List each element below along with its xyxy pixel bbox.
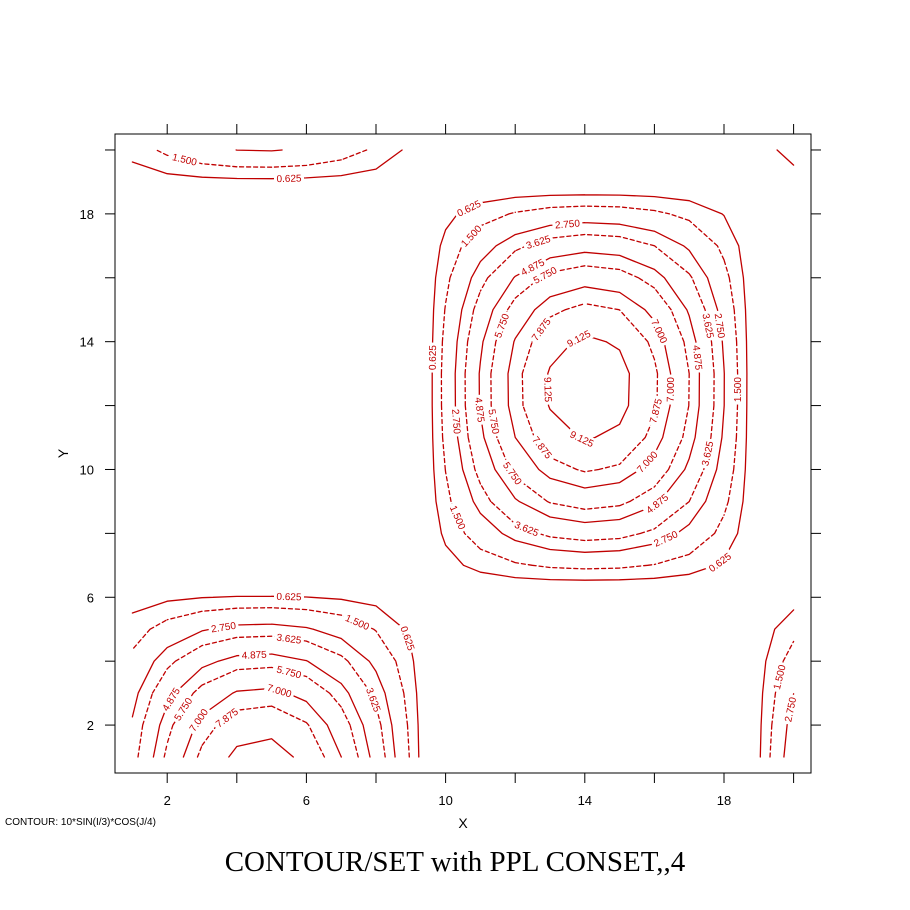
contour-label: 2.750: [783, 696, 799, 723]
contour-line: [163, 265, 690, 758]
contour-label-bg: [485, 405, 503, 438]
contour-label: 3.625: [699, 313, 715, 340]
contour-label: 3.625: [276, 632, 303, 646]
contour-label-bg: [158, 683, 184, 716]
contour-label-bg: [272, 662, 306, 682]
contour-label-bg: [731, 374, 744, 405]
contour-line: [137, 233, 795, 758]
x-tick-label: 14: [578, 793, 592, 808]
contour-label: 5.750: [493, 312, 512, 340]
contour-label: 7.000: [266, 683, 294, 701]
contour-label: 5.750: [485, 408, 500, 435]
contour-label-bg: [499, 457, 527, 490]
contour-label-bg: [664, 374, 677, 405]
contour-label-bg: [211, 703, 243, 732]
y-tick-label: 2: [87, 718, 94, 733]
contour-label-bg: [649, 526, 682, 551]
contour-label-bg: [273, 590, 305, 603]
contour-line: [131, 149, 795, 758]
contour-label-bg: [169, 693, 197, 725]
contour-label: 7.875: [648, 397, 665, 424]
contour-label: 0.625: [428, 345, 439, 371]
y-tick-label: 14: [80, 335, 94, 350]
x-tick-label: 18: [717, 793, 731, 808]
contour-label-bg: [769, 661, 789, 694]
y-tick-label: 6: [87, 590, 94, 605]
contour-line: [131, 149, 795, 758]
contour-label-bg: [641, 489, 673, 518]
contour-label-bg: [510, 517, 543, 540]
contour-label: 2.750: [210, 621, 237, 636]
contour-label: 0.625: [276, 174, 302, 186]
contour-label: 1.500: [343, 613, 371, 633]
contour-label-bg: [185, 704, 212, 736]
contour-label: 7.000: [666, 377, 677, 403]
contour-label: 0.625: [276, 592, 302, 604]
contour-label-bg: [449, 406, 464, 437]
y-axis-label: Y: [55, 448, 71, 458]
contour-label-bg: [263, 680, 296, 701]
x-tick-label: 6: [303, 793, 310, 808]
contour-label: 3.625: [513, 520, 541, 540]
contour-label-bg: [647, 315, 672, 348]
x-axis-label: X: [458, 815, 468, 831]
y-tick-label: 18: [80, 207, 94, 222]
contour-label: 1.500: [171, 152, 198, 169]
contour-label-bg: [168, 150, 201, 169]
axis-ticks: 2 6 10 14 18 2 6 10 14 18: [80, 124, 821, 808]
contour-label-bg: [341, 610, 374, 634]
contour-label-bg: [528, 431, 557, 463]
contour-label-bg: [456, 220, 486, 251]
contour-label-bg: [490, 309, 513, 342]
contour-label-bg: [452, 196, 486, 221]
contour-label-bg: [238, 648, 270, 662]
x-tick-label: 10: [438, 793, 452, 808]
contour-label-bg: [426, 342, 439, 373]
contour-label: 1.500: [447, 504, 467, 532]
contour-label: 0.625: [397, 625, 416, 653]
contour-label: 2.750: [449, 409, 462, 435]
y-tick-label: 10: [80, 462, 94, 477]
contour-label-bg: [704, 548, 736, 577]
contour-label: 4.875: [241, 650, 267, 662]
contour-label-bg: [273, 171, 305, 185]
contour-label-bg: [362, 683, 385, 716]
contour-label-bg: [528, 262, 562, 288]
contour-label-bg: [562, 326, 595, 351]
contour-label-bg: [646, 394, 666, 427]
contour-label-bg: [690, 342, 706, 374]
footnote-label: CONTOUR: 10*SIN(I/3)*COS(J/4): [5, 817, 156, 828]
contour-label: 3.625: [700, 440, 716, 467]
contour-label-bg: [551, 216, 583, 232]
contour-label-bg: [541, 374, 555, 405]
contour-label-bg: [472, 394, 488, 426]
contour-label: 4.875: [472, 397, 486, 424]
contour-label: 3.625: [363, 687, 382, 715]
contour-label-bg: [273, 630, 305, 647]
contour-label-bg: [397, 622, 419, 655]
contour-label-bg: [698, 437, 717, 470]
contour-label: 5.750: [275, 664, 302, 681]
chart-title: CONTOUR/SET with PPL CONSET,,4: [224, 846, 686, 878]
contour-label-bg: [565, 426, 598, 451]
plot-frame: [114, 133, 812, 774]
contour-label-bg: [207, 618, 240, 636]
contour-label: 4.875: [690, 345, 704, 372]
contour-label-bg: [781, 693, 800, 726]
x-tick-label: 2: [164, 793, 171, 808]
contour-label-bg: [699, 309, 718, 342]
contour-label-bg: [516, 254, 549, 280]
contour-label: 1.500: [772, 663, 789, 690]
contour-label-bg: [632, 446, 662, 477]
contour-label: 1.500: [733, 377, 744, 402]
contour-line: [152, 251, 701, 758]
contour-label: 3.625: [525, 234, 553, 252]
contour-labels: 0.6250.6250.6250.6250.6250.6251.5001.500…: [158, 150, 799, 736]
contour-label: 9.125: [541, 377, 553, 403]
contour-label: 2.750: [555, 218, 581, 231]
contour-label-bg: [527, 313, 555, 346]
contour-label-bg: [446, 501, 470, 534]
contour-label-bg: [522, 231, 555, 253]
